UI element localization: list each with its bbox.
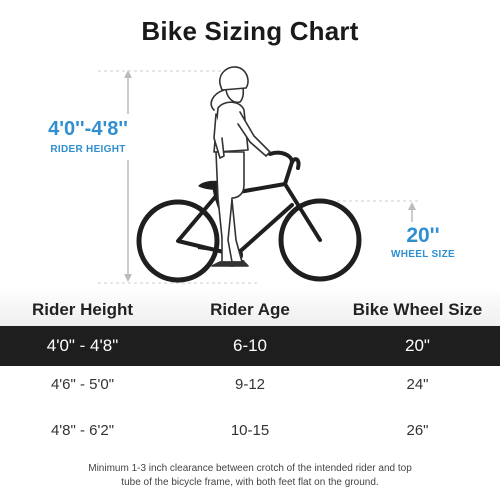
cell-rider-age: 6-10 (232, 336, 268, 355)
cell-wheel-size: 26" (406, 422, 429, 439)
cell-rider-height: 4'6" - 5'0" (50, 376, 115, 393)
cell-rider-age: 10-15 (230, 422, 270, 439)
header-rider-age: Rider Age (210, 300, 290, 319)
table-header-band (0, 287, 500, 327)
clearance-note: Minimum 1-3 inch clearance between crotc… (88, 463, 412, 488)
header-rider-height: Rider Height (31, 300, 134, 319)
header-wheel-size: Bike Wheel Size (352, 300, 483, 319)
table-header-row: Rider Height Rider Age Bike Wheel Size (0, 296, 500, 324)
rider-height-arrow-icon (98, 70, 260, 284)
wheel-size-arrow-icon (325, 200, 420, 222)
table-row: 4'0" - 4'8" 6-10 20" (0, 326, 500, 366)
cell-wheel-size: 20" (405, 336, 430, 355)
wheel-size-caption: WHEEL SIZE (391, 249, 455, 260)
page-title: Bike Sizing Chart (141, 16, 359, 46)
rider-height-value: 4'0''-4'8'' (48, 118, 128, 140)
cell-rider-age: 9-12 (234, 376, 266, 393)
cell-wheel-size: 24" (406, 376, 429, 393)
cell-rider-height: 4'8" - 6'2" (50, 422, 115, 439)
wheel-size-value: 20'' (406, 224, 440, 247)
rider-with-bike-illustration (98, 66, 420, 284)
table-row: 4'6" - 5'0" 9-12 24" (0, 370, 500, 400)
cell-rider-height: 4'0" - 4'8" (46, 336, 119, 355)
table-row: 4'8" - 6'2" 10-15 26" (0, 416, 500, 446)
rider-height-caption: RIDER HEIGHT (50, 144, 126, 155)
